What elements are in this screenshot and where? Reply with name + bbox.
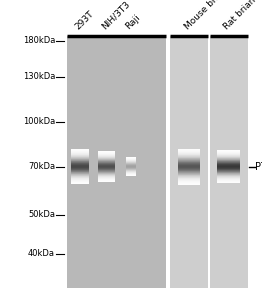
Bar bbox=[178, 159, 200, 160]
Text: 70kDa: 70kDa bbox=[28, 162, 55, 171]
Text: Raji: Raji bbox=[124, 13, 142, 32]
Bar bbox=[170, 36, 208, 288]
Text: Mouse brain: Mouse brain bbox=[183, 0, 228, 32]
Bar bbox=[178, 154, 200, 155]
Bar bbox=[178, 169, 200, 170]
Bar bbox=[178, 178, 200, 179]
Bar bbox=[178, 181, 200, 182]
Bar bbox=[178, 160, 200, 161]
Text: 50kDa: 50kDa bbox=[28, 210, 55, 219]
Text: 293T: 293T bbox=[73, 9, 96, 32]
Text: 180kDa: 180kDa bbox=[23, 36, 55, 45]
Bar bbox=[178, 170, 200, 171]
Bar bbox=[178, 162, 200, 163]
Bar bbox=[178, 156, 200, 157]
Bar bbox=[178, 157, 200, 158]
Bar bbox=[178, 167, 200, 168]
Bar bbox=[178, 152, 200, 153]
Bar bbox=[178, 180, 200, 181]
Bar bbox=[178, 164, 200, 165]
Bar bbox=[178, 179, 200, 180]
Bar bbox=[178, 150, 200, 151]
Bar bbox=[178, 166, 200, 167]
Bar bbox=[178, 163, 200, 164]
Bar bbox=[210, 36, 248, 288]
Bar bbox=[178, 171, 200, 172]
Bar bbox=[178, 176, 200, 177]
Bar bbox=[178, 158, 200, 159]
Bar bbox=[178, 175, 200, 176]
Bar bbox=[178, 165, 200, 166]
Bar bbox=[178, 182, 200, 183]
Bar bbox=[178, 160, 200, 161]
Text: 40kDa: 40kDa bbox=[28, 249, 55, 258]
Text: 100kDa: 100kDa bbox=[23, 117, 55, 126]
Bar bbox=[178, 153, 200, 154]
Bar bbox=[178, 168, 200, 169]
Bar bbox=[178, 149, 200, 150]
Bar bbox=[178, 155, 200, 156]
Bar bbox=[178, 169, 200, 170]
Bar bbox=[178, 161, 200, 162]
Bar bbox=[178, 173, 200, 174]
Bar bbox=[178, 177, 200, 178]
Bar bbox=[178, 183, 200, 184]
Bar bbox=[178, 154, 200, 155]
Text: 130kDa: 130kDa bbox=[23, 72, 55, 81]
Bar bbox=[178, 174, 200, 175]
Bar bbox=[178, 151, 200, 152]
Bar bbox=[178, 172, 200, 173]
Bar bbox=[178, 148, 200, 149]
Bar bbox=[67, 36, 166, 288]
Text: Rat brian: Rat brian bbox=[222, 0, 258, 32]
Text: NIH/3T3: NIH/3T3 bbox=[100, 0, 132, 32]
Text: PTPRN: PTPRN bbox=[255, 161, 262, 172]
